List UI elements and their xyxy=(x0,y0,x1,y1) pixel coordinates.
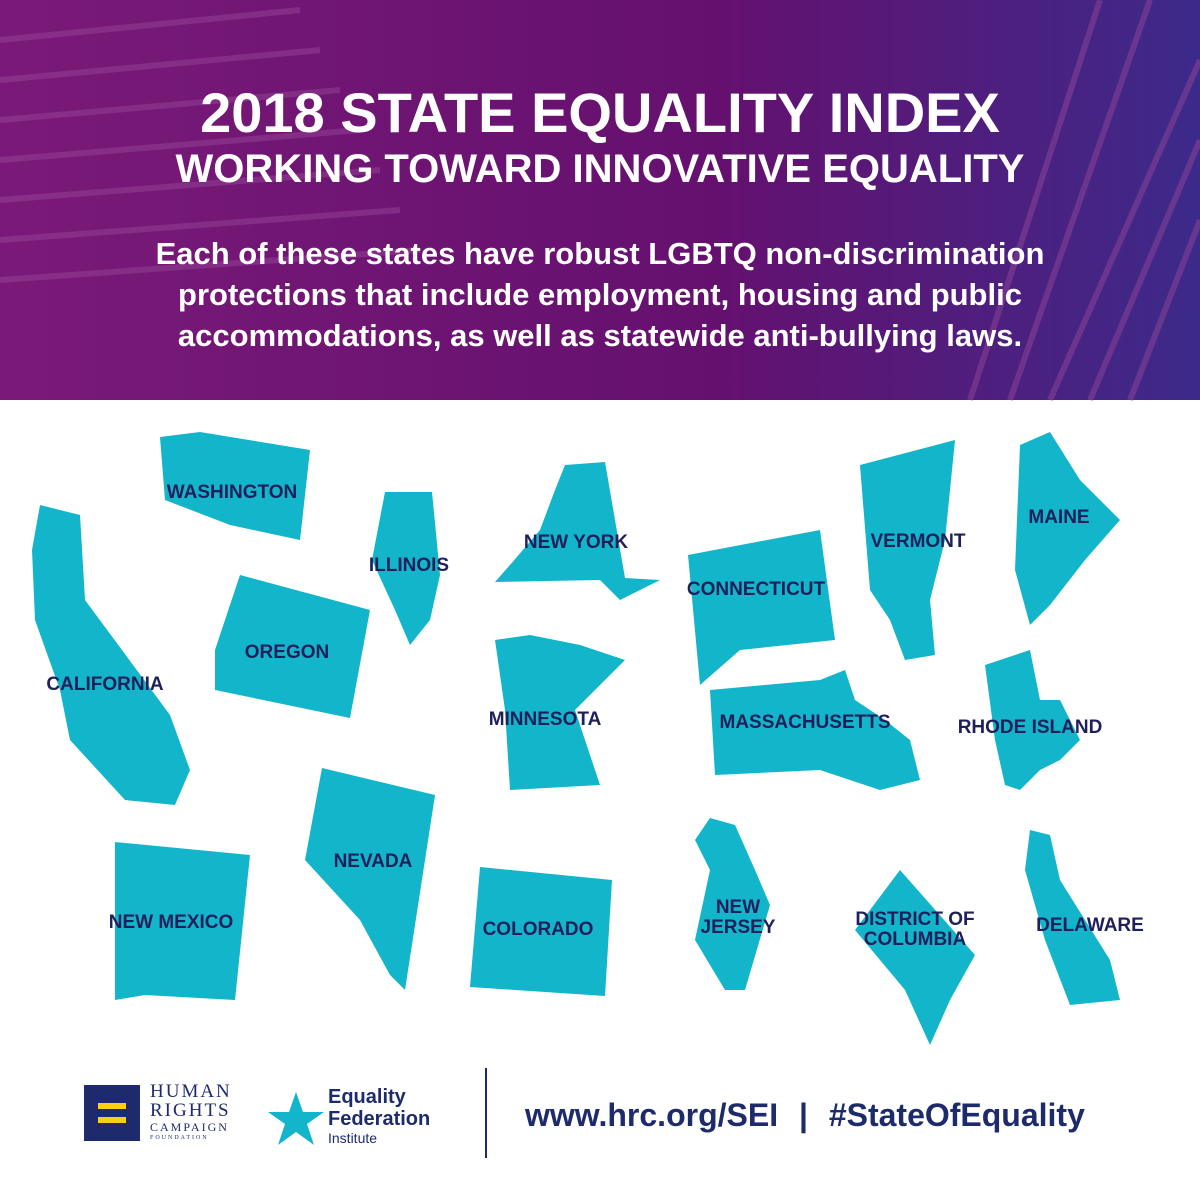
title: 2018 STATE EQUALITY INDEX xyxy=(200,81,1000,144)
state-label: WASHINGTON xyxy=(166,482,298,503)
state-shape xyxy=(495,635,625,790)
description-line: Each of these states have robust LGBTQ n… xyxy=(155,236,1045,271)
hrc-logo-mark xyxy=(84,1085,140,1141)
logo-word: FOUNDATION xyxy=(150,1135,209,1141)
state-shape xyxy=(215,575,370,718)
state-shape xyxy=(495,462,660,600)
state-label: ILLINOIS xyxy=(368,555,450,576)
state-shape xyxy=(160,432,310,540)
state-shape xyxy=(855,870,975,1045)
state-shape xyxy=(860,440,955,660)
footer-links: www.hrc.org/SEI | #StateOfEquality xyxy=(525,1097,1085,1134)
logo-word: HUMAN xyxy=(150,1081,232,1102)
state-shape xyxy=(305,768,435,990)
state-label: RHODE ISLAND xyxy=(957,717,1103,738)
state-shape xyxy=(985,650,1080,790)
state-label: MAINE xyxy=(1028,507,1090,528)
logo-word: RIGHTS xyxy=(150,1100,231,1121)
state-label: NEW YORK xyxy=(523,532,629,553)
subtitle: WORKING TOWARD INNOVATIVE EQUALITY xyxy=(175,147,1025,191)
state-shape xyxy=(470,867,612,996)
state-label: VERMONT xyxy=(870,531,966,552)
state-shape xyxy=(695,818,770,990)
state-shape xyxy=(688,530,835,685)
state-label: OREGON xyxy=(244,642,330,663)
state-shape xyxy=(1015,432,1120,625)
state-shapes xyxy=(32,432,1120,1045)
state-label: DISTRICT OF COLUMBIA xyxy=(855,909,975,950)
state-label: MASSACHUSETTS xyxy=(719,712,891,733)
state-label: DELAWARE xyxy=(1036,915,1144,936)
state-label: CONNECTICUT xyxy=(686,579,826,600)
hashtag: #StateOfEquality xyxy=(828,1097,1085,1133)
separator: | xyxy=(798,1097,808,1133)
state-shape xyxy=(115,842,250,1000)
state-label: NEVADA xyxy=(333,851,413,872)
state-label: COLORADO xyxy=(482,919,594,940)
state-shape xyxy=(1025,830,1120,1005)
description-line: protections that include employment, hou… xyxy=(178,277,1022,312)
logo-word: Federation xyxy=(328,1108,431,1130)
header-bg xyxy=(0,0,1200,400)
header-stripes xyxy=(0,0,1200,402)
state-label: CALIFORNIA xyxy=(46,674,164,695)
logo-word: CAMPAIGN xyxy=(150,1120,229,1134)
hrc-logo-text: HUMAN RIGHTS CAMPAIGN FOUNDATION xyxy=(150,1082,232,1142)
state-shape xyxy=(372,492,440,645)
state-label: NEW MEXICO xyxy=(108,912,234,933)
logo-word: Institute xyxy=(328,1130,378,1146)
efi-logo-text: Equality Federation Institute xyxy=(328,1086,430,1146)
state-label: NEW JERSEY xyxy=(700,897,776,938)
url[interactable]: www.hrc.org/SEI xyxy=(525,1097,779,1133)
logo-word: Equality xyxy=(328,1086,406,1108)
description-line: accommodations, as well as statewide ant… xyxy=(177,318,1023,353)
state-shape xyxy=(710,670,920,790)
state-label: MINNESOTA xyxy=(488,709,602,730)
efi-star xyxy=(268,1092,324,1145)
state-shape xyxy=(32,505,190,805)
